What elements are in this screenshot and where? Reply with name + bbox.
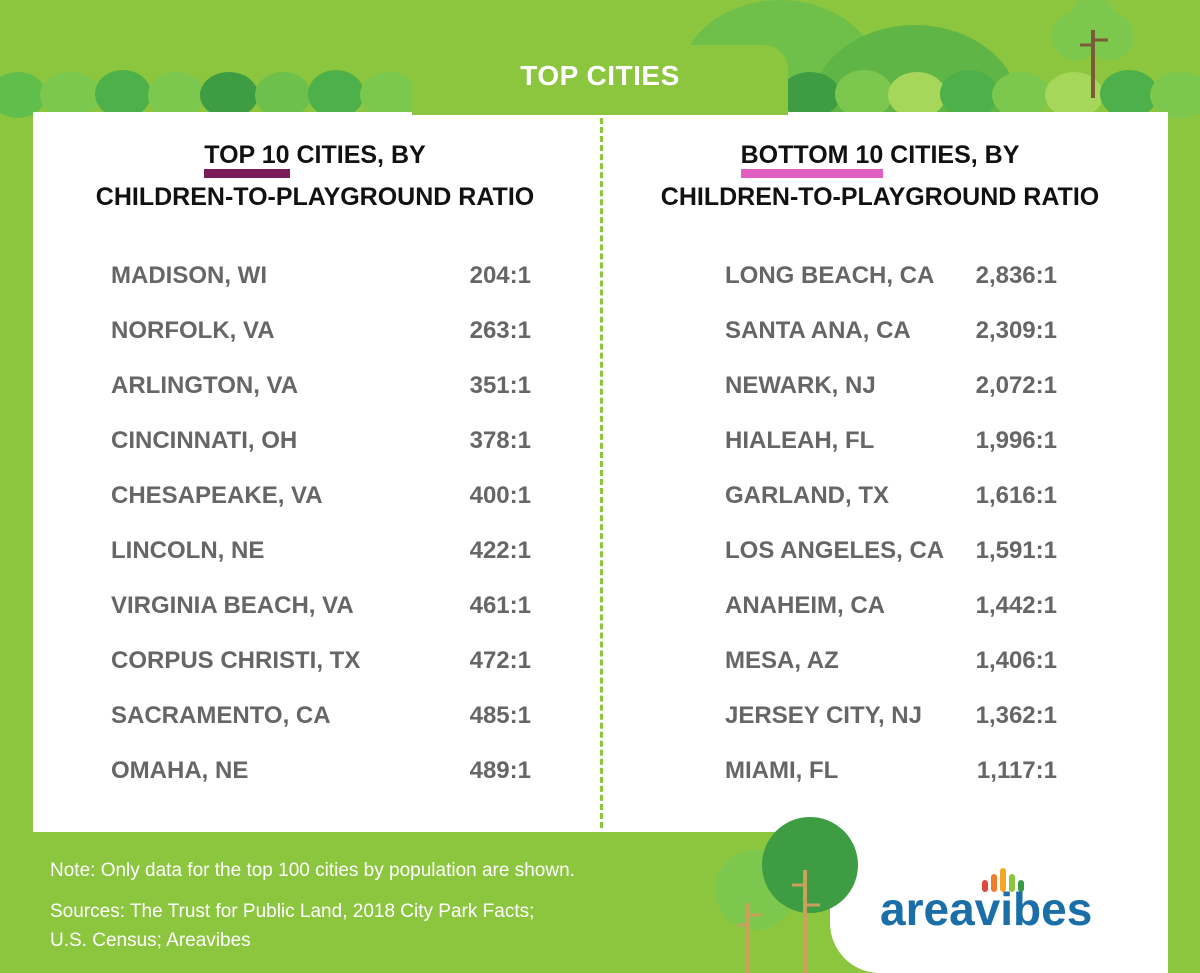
ratio-value: 351:1 <box>469 372 531 399</box>
ratio-value: 2,309:1 <box>975 317 1057 344</box>
bottom-heading-highlight: BOTTOM 10 <box>740 141 884 178</box>
city-name: LONG BEACH, CA <box>725 262 935 289</box>
table-row: ANAHEIM, CA 1,442:1 <box>725 592 1057 632</box>
city-name: CORPUS CHRISTI, TX <box>111 647 361 674</box>
table-row: GARLAND, TX 1,616:1 <box>725 482 1057 522</box>
table-row: SANTA ANA, CA 2,309:1 <box>725 317 1057 357</box>
city-name: ANAHEIM, CA <box>725 592 885 619</box>
top-heading-line2: CHILDREN-TO-PLAYGROUND RATIO <box>95 183 535 211</box>
ratio-value: 1,616:1 <box>975 482 1057 509</box>
footer-sources-line2: U.S. Census; Areavibes <box>50 930 251 951</box>
city-name: OMAHA, NE <box>111 757 249 784</box>
table-row: SACRAMENTO, CA 485:1 <box>111 702 531 742</box>
tree-icon <box>1052 0 1134 98</box>
ratio-value: 489:1 <box>469 757 531 784</box>
footer-note: Note: Only data for the top 100 cities b… <box>50 860 575 881</box>
ratio-value: 1,362:1 <box>975 702 1057 729</box>
city-name: MADISON, WI <box>111 262 267 289</box>
table-row: HIALEAH, FL 1,996:1 <box>725 427 1057 467</box>
table-row: JERSEY CITY, NJ 1,362:1 <box>725 702 1057 742</box>
table-row: MESA, AZ 1,406:1 <box>725 647 1057 687</box>
ratio-value: 204:1 <box>469 262 531 289</box>
ratio-value: 378:1 <box>469 427 531 454</box>
city-name: LINCOLN, NE <box>111 537 265 564</box>
city-name: CINCINNATI, OH <box>111 427 298 454</box>
logo-panel <box>830 832 1168 973</box>
city-name: VIRGINIA BEACH, VA <box>111 592 354 619</box>
city-name: NORFOLK, VA <box>111 317 275 344</box>
ratio-value: 2,072:1 <box>975 372 1057 399</box>
ratio-value: 1,117:1 <box>976 757 1057 784</box>
ratio-value: 485:1 <box>469 702 531 729</box>
ratio-value: 422:1 <box>469 537 531 564</box>
table-row: LOS ANGELES, CA 1,591:1 <box>725 537 1057 577</box>
city-name: ARLINGTON, VA <box>111 372 299 399</box>
page-title: TOP CITIES <box>520 60 680 91</box>
footer-sources-line1: Sources: The Trust for Public Land, 2018… <box>50 901 535 922</box>
city-name: MIAMI, FL <box>725 757 839 784</box>
table-row: MADISON, WI 204:1 <box>111 262 531 302</box>
title-tab <box>412 45 788 115</box>
top-heading-highlight: TOP 10 <box>204 141 290 178</box>
ratio-value: 1,406:1 <box>975 647 1057 674</box>
areavibes-logo: areavibes <box>880 883 1093 935</box>
table-row: LINCOLN, NE 422:1 <box>111 537 531 577</box>
city-name: GARLAND, TX <box>725 482 889 509</box>
table-row: NEWARK, NJ 2,072:1 <box>725 372 1057 412</box>
city-name: JERSEY CITY, NJ <box>725 702 922 729</box>
column-divider <box>600 118 603 828</box>
city-name: SACRAMENTO, CA <box>111 702 331 729</box>
ratio-value: 1,442:1 <box>975 592 1057 619</box>
ratio-value: 400:1 <box>469 482 531 509</box>
ratio-value: 1,591:1 <box>975 537 1057 564</box>
bottom-heading-rest: CITIES, BY <box>883 141 1020 169</box>
city-name: MESA, AZ <box>725 647 839 674</box>
city-name: NEWARK, NJ <box>725 372 876 399</box>
table-row: CORPUS CHRISTI, TX 472:1 <box>111 647 531 687</box>
bottom-heading-line2: CHILDREN-TO-PLAYGROUND RATIO <box>660 183 1100 211</box>
ratio-value: 2,836:1 <box>975 262 1057 289</box>
table-row: OMAHA, NE 489:1 <box>111 757 531 797</box>
table-row: LONG BEACH, CA 2,836:1 <box>725 262 1057 302</box>
city-name: CHESAPEAKE, VA <box>111 482 323 509</box>
ratio-value: 461:1 <box>469 592 531 619</box>
table-row: CINCINNATI, OH 378:1 <box>111 427 531 467</box>
top-heading-rest: CITIES, BY <box>289 141 426 169</box>
bottom-list-heading: BOTTOM 10 CITIES, BY CHILDREN-TO-PLAYGRO… <box>620 134 1140 218</box>
city-name: LOS ANGELES, CA <box>725 537 945 564</box>
trees-icon <box>715 817 858 973</box>
top-list-heading: TOP 10 CITIES, BY CHILDREN-TO-PLAYGROUND… <box>55 134 575 218</box>
table-row: VIRGINIA BEACH, VA 461:1 <box>111 592 531 632</box>
ratio-value: 263:1 <box>469 317 531 344</box>
areavibes-bars-logo-icon <box>982 868 1024 892</box>
ratio-value: 1,996:1 <box>975 427 1057 454</box>
city-name: HIALEAH, FL <box>725 427 875 454</box>
table-row: MIAMI, FL 1,117:1 <box>725 757 1057 797</box>
ratio-value: 472:1 <box>469 647 531 674</box>
table-row: ARLINGTON, VA 351:1 <box>111 372 531 412</box>
city-name: SANTA ANA, CA <box>725 317 911 344</box>
table-row: CHESAPEAKE, VA 400:1 <box>111 482 531 522</box>
table-row: NORFOLK, VA 263:1 <box>111 317 531 357</box>
